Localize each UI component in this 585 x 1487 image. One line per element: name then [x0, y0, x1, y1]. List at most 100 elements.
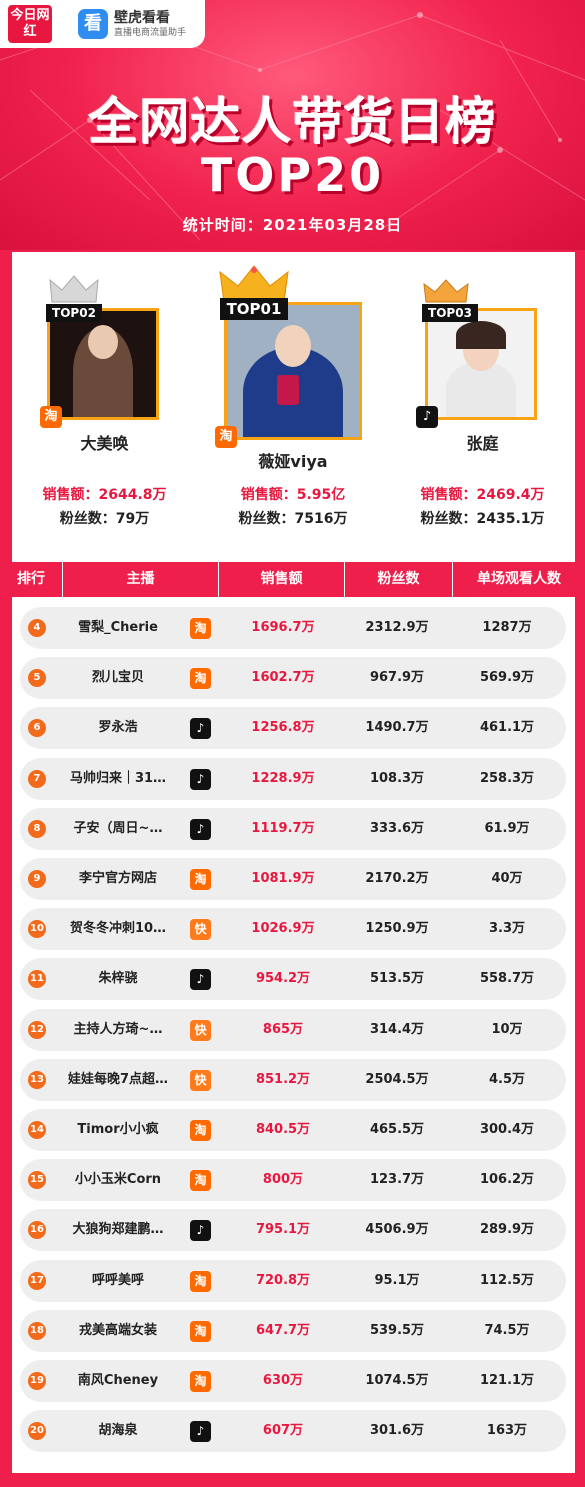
sales-value: 1602.7万	[251, 670, 315, 686]
views-value: 300.4万	[479, 1122, 535, 1137]
sales-value: 840.5万	[255, 1122, 311, 1137]
table-row[interactable]: 10 贺冬冬冲刺10… 快 1026.9万 1250.9万 3.3万	[20, 908, 566, 951]
sales-value: 607万	[262, 1423, 304, 1439]
taobao-icon: 淘	[190, 1120, 211, 1141]
fans-value: 314.4万	[369, 1021, 425, 1037]
views-value: 106.2万	[479, 1172, 535, 1188]
sales-value: 851.2万	[255, 1071, 311, 1087]
table-row[interactable]: 5 烈儿宝贝 淘 1602.7万 967.9万 569.9万	[20, 657, 566, 700]
views-value: 289.9万	[479, 1222, 535, 1238]
taobao-icon: 淘	[190, 1320, 211, 1342]
gold-crown-icon	[219, 265, 289, 303]
streamer-name: 娃娃每晚7点超…	[67, 1071, 169, 1087]
streamer-name: 主持人方琦~…	[73, 1021, 163, 1037]
table-row[interactable]: 16 大狼狗郑建鹏… ♪ 795.1万 4506.9万 289.9万	[20, 1209, 566, 1252]
table-row[interactable]: 18 戎美高端女装 淘 647.7万 539.5万 74.5万	[20, 1309, 566, 1352]
streamer-name: 大狼狗郑建鹏…	[72, 1222, 164, 1238]
rank-number: 12	[28, 1020, 46, 1039]
streamer-name: 马帅归来｜31…	[69, 770, 167, 786]
douyin-icon: ♪	[190, 969, 211, 991]
table-row[interactable]: 14 Timor小小疯 淘 840.5万 465.5万 300.4万	[20, 1109, 566, 1151]
kuaishou-icon: 快	[190, 1069, 211, 1091]
streamer-name: 雪梨_Cherie	[78, 620, 158, 635]
table-row[interactable]: 20 胡海泉 ♪ 607万 301.6万 163万	[20, 1410, 566, 1453]
streamer-name: 戎美高端女装	[78, 1322, 157, 1338]
podium-second-fans: 粉丝数：79万	[59, 511, 150, 527]
podium-second-photo	[47, 308, 159, 420]
views-value: 569.9万	[479, 670, 535, 686]
sales-value: 954.2万	[255, 971, 311, 987]
sales-value: 1256.8万	[251, 720, 315, 736]
bihukankan-title: 壁虎看看	[114, 9, 170, 26]
views-value: 461.1万	[479, 720, 535, 736]
douyin-icon: ♪	[190, 768, 211, 790]
rank-number: 13	[28, 1070, 46, 1089]
taobao-icon: 淘	[190, 668, 211, 690]
fans-value: 2312.9万	[365, 620, 429, 635]
rank-number: 11	[28, 970, 46, 989]
fans-value: 1074.5万	[365, 1373, 429, 1388]
sales-value: 1696.7万	[251, 620, 315, 635]
ranking-list: 4 雪梨_Cherie 淘 1696.7万 2312.9万 1287万 5 烈儿宝贝淘 1602…	[12, 597, 575, 1473]
podium-first-sales: 销售额：5.95亿	[240, 487, 346, 503]
sales-value: 647.7万	[255, 1322, 311, 1338]
sales-value: 795.1万	[255, 1222, 311, 1238]
fans-value: 301.6万	[369, 1423, 425, 1439]
fans-value: 1250.9万	[365, 921, 429, 937]
views-value: 10万	[491, 1021, 523, 1037]
page-subtitle: TOP20	[200, 148, 385, 202]
podium-third-photo	[425, 308, 537, 420]
podium: TOP02 淘 大美唤 销售额：2644.8万 粉丝数：79万 TOP01 淘 …	[12, 252, 575, 562]
taobao-icon: 淘	[190, 1170, 211, 1192]
podium-third-sales: 销售额：2469.4万	[420, 487, 545, 503]
rank-number: 4	[28, 619, 46, 637]
rank-number: 14	[28, 1121, 46, 1139]
podium-first-name: 薇娅viya	[258, 452, 328, 471]
streamer-name: 呼呼美呼	[91, 1272, 144, 1288]
views-value: 4.5万	[488, 1071, 526, 1087]
streamer-name: 小小玉米Corn	[74, 1172, 162, 1188]
taobao-icon: 淘	[40, 406, 62, 428]
column-header-fans: 粉丝数	[345, 562, 453, 597]
table-row[interactable]: 19 南风Cheney 淘 630万 1074.5万 121.1万	[20, 1360, 566, 1402]
column-header-streamer: 主播	[63, 562, 219, 597]
page-title: 全网达人带货日榜	[88, 93, 497, 151]
taobao-icon: 淘	[190, 869, 211, 890]
rank-number: 10	[28, 920, 46, 939]
rank-number: 17	[28, 1271, 46, 1290]
table-row[interactable]: 12 主持人方琦~… 快 865万 314.4万 10万	[20, 1008, 566, 1051]
taobao-icon: 淘	[215, 426, 237, 448]
podium-third-name: 张庭	[466, 434, 499, 453]
sales-value: 1119.7万	[251, 820, 315, 836]
table-row[interactable]: 15 小小玉米Corn 淘 800万 123.7万 106.2万	[20, 1159, 566, 1202]
douyin-icon: ♪	[190, 1220, 211, 1242]
table-row[interactable]: 13 娃娃每晚7点超… 快 851.2万 2504.5万 4.5万	[20, 1058, 566, 1101]
bronze-crown-icon	[423, 279, 469, 303]
table-row[interactable]: 9 李宁官方网店 淘 1081.9万 2170.2万 40万	[20, 858, 566, 900]
sales-value: 1026.9万	[251, 921, 315, 937]
fans-value: 2504.5万	[365, 1071, 429, 1087]
podium-third-fans: 粉丝数：2435.1万	[420, 511, 545, 527]
fans-value: 4506.9万	[365, 1222, 429, 1238]
streamer-name: 李宁官方网店	[78, 871, 157, 886]
table-row[interactable]: 8 子安（周日~… ♪ 1119.7万 333.6万 61.9万	[20, 807, 566, 850]
podium-first-photo	[224, 302, 362, 440]
fans-value: 1490.7万	[365, 720, 429, 736]
table-row[interactable]: 7 马帅归来｜31… ♪ 1228.9万 108.3万 258.3万	[20, 757, 566, 800]
podium-third-tag: TOP03	[422, 304, 478, 322]
table-row[interactable]: 6 罗永浩 ♪ 1256.8万 1490.7万 461.1万	[20, 707, 566, 750]
table-header: 排行 主播 销售额 粉丝数 单场观看人数	[0, 562, 585, 597]
fans-value: 465.5万	[369, 1122, 425, 1137]
podium-first-fans: 粉丝数：7516万	[238, 511, 348, 527]
rank-number: 5	[28, 669, 46, 688]
kuaishou-icon: 快	[190, 919, 211, 941]
douyin-icon: ♪	[190, 818, 211, 840]
taobao-icon: 淘	[190, 1371, 211, 1392]
table-row[interactable]: 4 雪梨_Cherie 淘 1696.7万 2312.9万 1287万	[20, 607, 566, 649]
views-value: 3.3万	[488, 921, 526, 937]
table-row[interactable]: 17 呼呼美呼 淘 720.8万 95.1万 112.5万	[20, 1259, 566, 1302]
table-row[interactable]: 11 朱梓骁 ♪ 954.2万 513.5万 558.7万	[20, 958, 566, 1001]
views-value: 121.1万	[479, 1373, 535, 1388]
column-header-sales: 销售额	[219, 562, 345, 597]
streamer-name: 子安（周日~…	[73, 820, 163, 836]
